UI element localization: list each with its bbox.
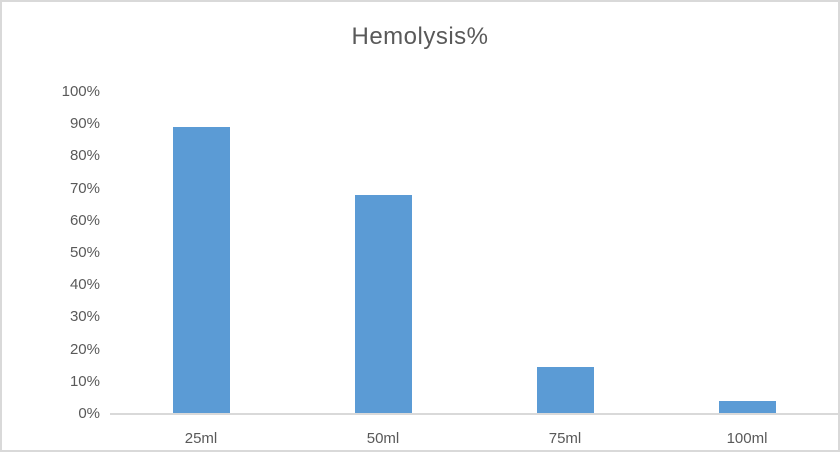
y-axis-tick-label: 30%	[69, 308, 100, 326]
y-axis-tick-label: 20%	[69, 340, 100, 358]
x-axis-label-50ml: 50ml	[366, 430, 400, 447]
y-axis-tick-label: 10%	[69, 372, 100, 390]
y-axis-tick-label: 50%	[69, 244, 100, 261]
x-axis-line	[110, 413, 838, 415]
y-axis-tick-label: 70%	[69, 179, 100, 197]
chart-title: Hemolysis%	[351, 23, 489, 50]
bar-25ml	[172, 127, 230, 414]
y-axis-tick-label: 80%	[69, 147, 100, 165]
y-axis-tick-label: 0%	[78, 405, 100, 422]
y-axis-tick-label: 60%	[69, 211, 100, 229]
x-axis-label-100ml: 100ml	[726, 430, 768, 447]
x-axis-label-25ml: 25ml	[184, 430, 218, 447]
y-axis-tick-label: 40%	[69, 276, 100, 294]
bar-50ml	[354, 195, 412, 414]
y-axis-tick-label: 100%	[61, 83, 100, 100]
y-axis-tick-label: 90%	[69, 115, 100, 133]
bar-75ml	[536, 367, 594, 414]
x-axis-label-75ml: 75ml	[548, 430, 582, 447]
bar-100ml	[718, 401, 776, 414]
